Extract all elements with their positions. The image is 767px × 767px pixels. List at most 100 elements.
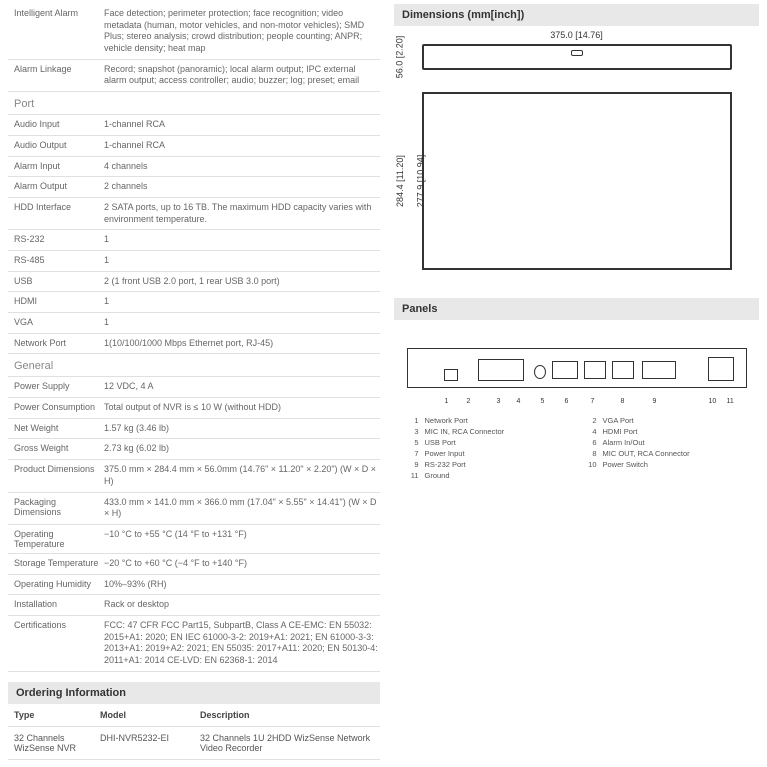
spec-value: 1	[100, 296, 380, 308]
dim-depth1: 284.4 [11.20]	[394, 155, 404, 207]
spec-label: Alarm Output	[8, 181, 100, 193]
legend-item: 6Alarm In/Out	[585, 438, 747, 447]
spec-value: 1	[100, 255, 380, 267]
order-h-desc: Description	[200, 710, 380, 720]
spec-value: 1.57 kg (3.46 lb)	[100, 423, 380, 435]
spec-row: USB2 (1 front USB 2.0 port, 1 rear USB 3…	[8, 272, 380, 293]
spec-value: 2 channels	[100, 181, 380, 193]
legend-item: 11Ground	[407, 471, 569, 480]
tick: 2	[467, 398, 471, 405]
tick: 11	[727, 398, 734, 405]
top-view: 284.4 [11.20] 277.9 [10.94]	[422, 92, 732, 270]
spec-label: Intelligent Alarm	[8, 8, 100, 55]
spec-row: VGA1	[8, 313, 380, 334]
legend-num: 10	[585, 460, 597, 469]
spec-value: 2 (1 front USB 2.0 port, 1 rear USB 3.0 …	[100, 276, 380, 288]
spec-row: Storage Temperature−20 °C to +60 °C (−4 …	[8, 554, 380, 575]
spec-value: 375.0 mm × 284.4 mm × 56.0mm (14.76" × 1…	[100, 464, 380, 487]
port-5	[584, 361, 606, 379]
spec-row: CertificationsFCC: 47 CFR FCC Part15, Su…	[8, 616, 380, 672]
right-column: Dimensions (mm[inch]) 375.0 [14.76] 56.0…	[388, 0, 767, 767]
legend-num: 4	[585, 427, 597, 436]
spec-value: Rack or desktop	[100, 599, 380, 611]
tick: 1	[445, 398, 449, 405]
spec-label: Operating Temperature	[8, 529, 100, 549]
tick: 7	[591, 398, 595, 405]
legend-text: Power Input	[425, 449, 465, 458]
spec-label: Product Dimensions	[8, 464, 100, 487]
spec-value: 12 VDC, 4 A	[100, 381, 380, 393]
port-1	[444, 369, 458, 381]
front-view: 375.0 [14.76] 56.0 [2.20]	[422, 44, 732, 70]
legend-num: 3	[407, 427, 419, 436]
order-h-type: Type	[8, 710, 100, 720]
legend-text: USB Port	[425, 438, 456, 447]
spec-value: 433.0 mm × 141.0 mm × 366.0 mm (17.04" ×…	[100, 497, 380, 520]
order-h-model: Model	[100, 710, 200, 720]
panels-title: Panels	[394, 298, 759, 320]
spec-value: 1-channel RCA	[100, 119, 380, 131]
tick: 9	[653, 398, 657, 405]
spec-label: HDMI	[8, 296, 100, 308]
legend-num: 11	[407, 471, 419, 480]
legend-item: 3 MIC IN, RCA Connector	[407, 427, 569, 436]
legend-text: HDMI Port	[603, 427, 638, 436]
spec-label: RS-485	[8, 255, 100, 267]
legend-item: 8MIC OUT, RCA Connector	[585, 449, 747, 458]
dimensions-title: Dimensions (mm[inch])	[394, 4, 759, 26]
legend-text: MIC IN, RCA Connector	[425, 427, 505, 436]
spec-label: Alarm Linkage	[8, 64, 100, 87]
tick: 4	[517, 398, 521, 405]
spec-value: Total output of NVR is ≤ 10 W (without H…	[100, 402, 380, 414]
spec-row: InstallationRack or desktop	[8, 595, 380, 616]
section-port: Port	[8, 92, 380, 115]
spec-label: HDD Interface	[8, 202, 100, 225]
section-general: General	[8, 354, 380, 377]
spec-label: Net Weight	[8, 423, 100, 435]
port-8	[708, 357, 734, 381]
port-4	[552, 361, 578, 379]
spec-row: Net Weight1.57 kg (3.46 lb)	[8, 419, 380, 440]
port-7	[642, 361, 676, 379]
dimension-diagram: 375.0 [14.76] 56.0 [2.20] 284.4 [11.20] …	[398, 44, 755, 270]
spec-label: Installation	[8, 599, 100, 611]
spec-row: HDD Interface2 SATA ports, up to 16 TB. …	[8, 198, 380, 230]
legend-item	[585, 471, 747, 480]
spec-value: 1-channel RCA	[100, 140, 380, 152]
spec-value: 4 channels	[100, 161, 380, 173]
spec-row: Power Supply12 VDC, 4 A	[8, 377, 380, 398]
spec-label: Power Supply	[8, 381, 100, 393]
spec-row: RS-4851	[8, 251, 380, 272]
spec-label: Network Port	[8, 338, 100, 350]
rear-panel	[407, 348, 747, 388]
spec-row: Audio Output1-channel RCA	[8, 136, 380, 157]
legend-num: 2	[585, 416, 597, 425]
spec-row: Operating Humidity10%–93% (RH)	[8, 575, 380, 596]
spec-label: Storage Temperature	[8, 558, 100, 570]
tick: 10	[709, 398, 717, 405]
port-3	[534, 365, 546, 379]
ordering-row: 32 Channels WizSense NVR DHI-NVR5232-EI …	[8, 727, 380, 760]
legend-text: MIC OUT, RCA Connector	[603, 449, 690, 458]
spec-row: Audio Input1-channel RCA	[8, 115, 380, 136]
order-desc: 32 Channels 1U 2HDD WizSense Network Vid…	[200, 733, 380, 753]
tick: 8	[621, 398, 625, 405]
dim-depth2: 277.9 [10.94]	[415, 155, 425, 208]
legend-item: 1Network Port	[407, 416, 569, 425]
spec-row: Alarm LinkageRecord; snapshot (panoramic…	[8, 60, 380, 92]
tick: 6	[565, 398, 569, 405]
spec-label: Gross Weight	[8, 443, 100, 455]
spec-row: RS-2321	[8, 230, 380, 251]
spec-label: USB	[8, 276, 100, 288]
spec-value: −10 °C to +55 °C (14 °F to +131 °F)	[100, 529, 380, 549]
legend-num: 1	[407, 416, 419, 425]
spec-label: Audio Output	[8, 140, 100, 152]
legend-text: Alarm In/Out	[603, 438, 645, 447]
spec-label: VGA	[8, 317, 100, 329]
legend-text: VGA Port	[603, 416, 634, 425]
spec-label: Alarm Input	[8, 161, 100, 173]
spec-value: Record; snapshot (panoramic); local alar…	[100, 64, 380, 87]
tick: 5	[541, 398, 545, 405]
spec-row: Power ConsumptionTotal output of NVR is …	[8, 398, 380, 419]
order-type: 32 Channels WizSense NVR	[8, 733, 100, 753]
